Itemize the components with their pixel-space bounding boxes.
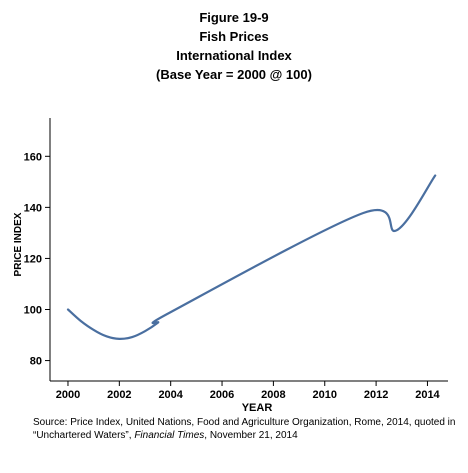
y-tick-label: 120 — [24, 253, 42, 265]
x-tick-label: 2006 — [210, 389, 234, 401]
x-axis-title: YEAR — [242, 402, 273, 414]
chart-title-block: Figure 19-9 Fish Prices International In… — [0, 8, 468, 84]
chart-title: Fish Prices — [199, 29, 269, 44]
source-publication: Financial Times — [134, 430, 205, 441]
y-tick-label: 140 — [24, 202, 42, 214]
source-date: , November 21, 2014 — [204, 430, 298, 441]
x-tick-label: 2012 — [364, 389, 388, 401]
y-axis-title: PRICE INDEX — [13, 212, 24, 276]
chart-axes: 80 100 120 140 160 2000 2002 2004 2006 2008 2010 20… — [13, 118, 448, 414]
x-tick-label: 2010 — [313, 389, 337, 401]
source-note: Source: Price Index, United Nations, Foo… — [33, 416, 458, 442]
x-tick-label: 2004 — [158, 389, 183, 401]
series-line — [66, 174, 437, 341]
y-tick-label: 160 — [24, 151, 42, 163]
base-year-note: (Base Year = 2000 @ 100) — [156, 67, 312, 82]
x-tick-label: 2002 — [107, 389, 131, 401]
source-text: Source: Price Index, United Nations, Foo… — [33, 417, 456, 441]
x-tick-label: 2014 — [415, 389, 440, 401]
x-tick-label: 2000 — [56, 389, 80, 401]
chart-plot-area — [66, 174, 437, 341]
y-tick-label: 100 — [24, 305, 42, 317]
y-tick-label: 80 — [30, 356, 42, 368]
chart-subtitle: International Index — [176, 48, 292, 63]
figure-number: Figure 19-9 — [199, 10, 269, 25]
x-tick-label: 2008 — [261, 389, 285, 401]
